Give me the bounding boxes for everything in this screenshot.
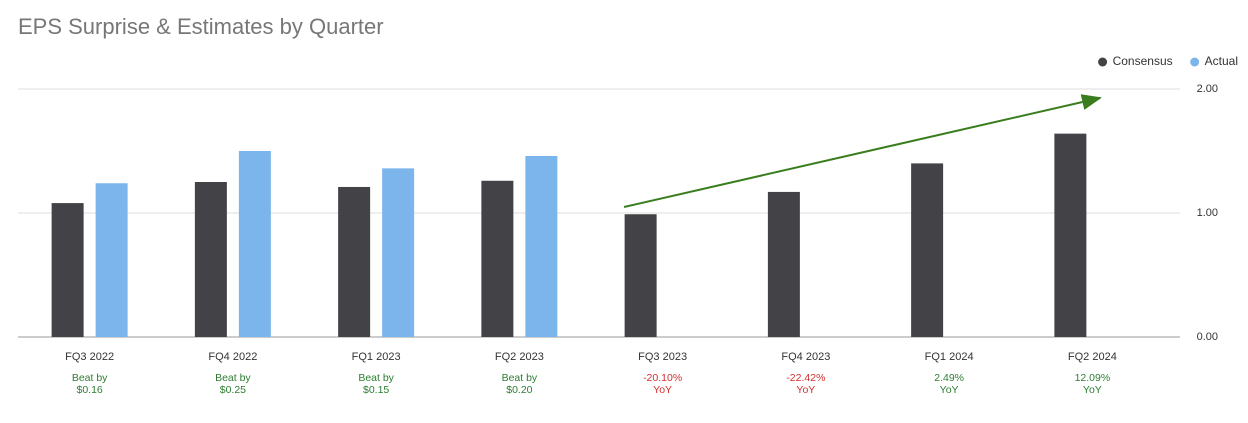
surprise-label: -22.42% xyxy=(786,372,825,384)
legend-marker xyxy=(1190,57,1200,67)
bar xyxy=(911,163,944,337)
x-tick-label: FQ4 2023 xyxy=(781,351,830,363)
bar xyxy=(624,214,657,337)
x-tick-label: FQ4 2022 xyxy=(208,351,257,363)
chart-title: EPS Surprise & Estimates by Quarter xyxy=(18,14,384,39)
surprise-label: Beat by xyxy=(72,372,108,384)
bar xyxy=(194,182,227,337)
surprise-label: YoY xyxy=(653,384,672,396)
bar xyxy=(525,155,558,337)
legend-label: Consensus xyxy=(1113,54,1173,68)
surprise-label: -20.10% xyxy=(643,372,682,384)
bar xyxy=(382,168,415,337)
x-tick-label: FQ2 2024 xyxy=(1068,351,1117,363)
x-tick-label: FQ1 2024 xyxy=(925,351,974,363)
legend-marker xyxy=(1098,57,1108,67)
bar xyxy=(481,180,514,337)
bar xyxy=(767,191,800,337)
surprise-label: YoY xyxy=(1083,384,1102,396)
x-tick-label: FQ3 2022 xyxy=(65,351,114,363)
surprise-label: 12.09% xyxy=(1075,372,1111,384)
surprise-label: YoY xyxy=(796,384,815,396)
surprise-label: $0.20 xyxy=(506,384,532,396)
bar xyxy=(1054,133,1087,337)
trend-arrow xyxy=(623,94,1102,208)
legend-label: Actual xyxy=(1205,54,1238,68)
surprise-label: 2.49% xyxy=(934,372,964,384)
bar xyxy=(95,183,128,337)
y-tick-label: 2.00 xyxy=(1197,83,1218,95)
y-tick-label: 0.00 xyxy=(1197,331,1218,343)
surprise-label: Beat by xyxy=(358,372,394,384)
surprise-label: Beat by xyxy=(215,372,251,384)
x-tick-label: FQ2 2023 xyxy=(495,351,544,363)
surprise-label: $0.15 xyxy=(363,384,389,396)
surprise-label: $0.25 xyxy=(220,384,246,396)
bar xyxy=(51,203,84,337)
surprise-label: YoY xyxy=(940,384,959,396)
bar xyxy=(238,151,271,337)
bar xyxy=(338,186,371,337)
x-tick-label: FQ3 2023 xyxy=(638,351,687,363)
surprise-label: Beat by xyxy=(502,372,538,384)
surprise-label: $0.16 xyxy=(76,384,102,396)
x-tick-label: FQ1 2023 xyxy=(352,351,401,363)
y-tick-label: 1.00 xyxy=(1197,207,1218,219)
